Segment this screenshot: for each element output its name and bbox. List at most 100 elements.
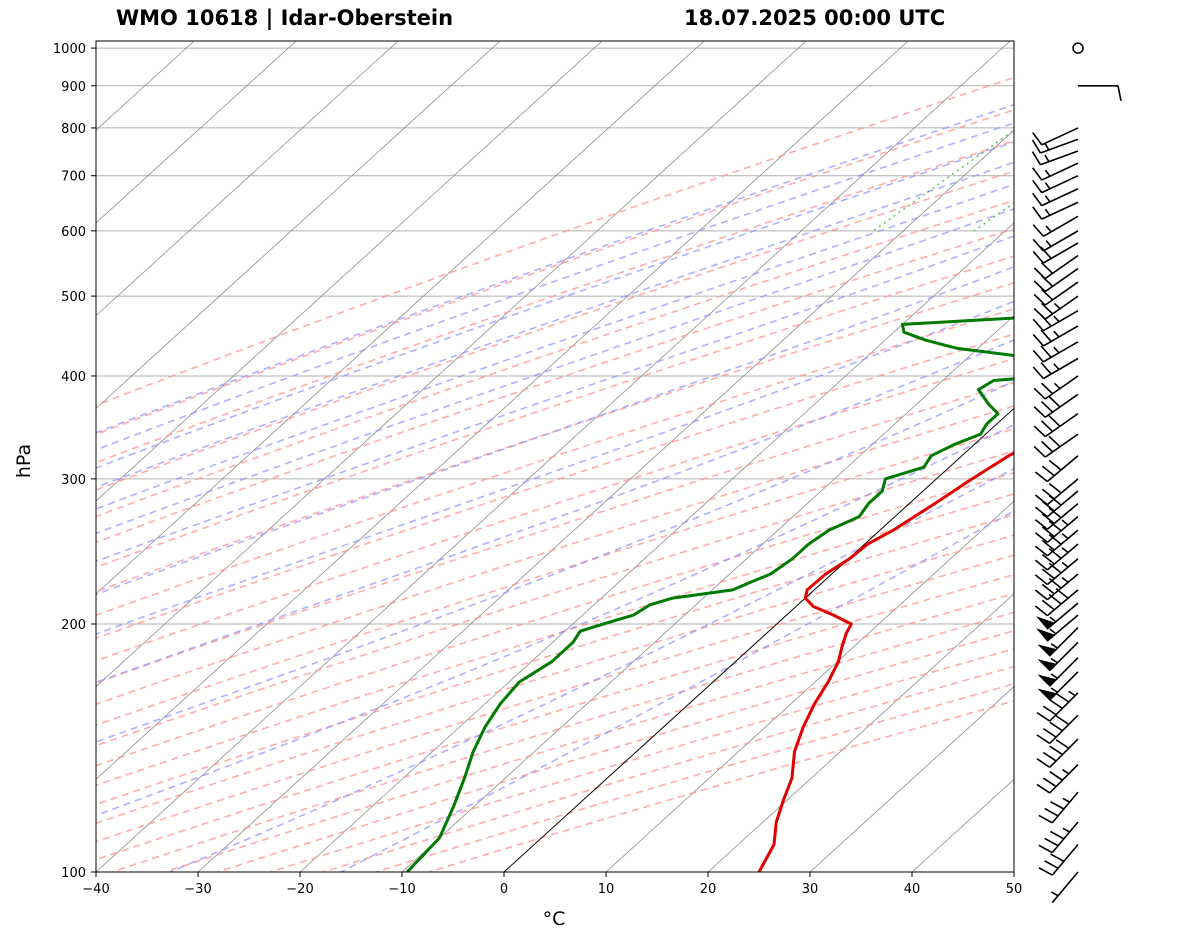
wind-barb [1032, 357, 1079, 380]
dry-adiabat [96, 427, 1014, 727]
wind-barb [1078, 84, 1122, 101]
wind-barb-flag [1034, 545, 1048, 557]
moist-adiabat [96, 339, 1014, 684]
wind-barb-halfflag [1045, 225, 1052, 233]
wind-barb-flag [1048, 494, 1062, 506]
wind-barb-halfflag [1044, 169, 1051, 177]
dry-adiabat [96, 513, 1014, 806]
dry-adiabat [217, 629, 1014, 872]
wind-barb-flag [1041, 500, 1055, 512]
wind-barb-halfflag [1053, 363, 1060, 371]
y-tick-label: 100 [61, 866, 86, 881]
moist-adiabat [96, 423, 1014, 817]
wind-barb-flag [1055, 588, 1069, 599]
wind-barb-flag [1032, 333, 1044, 347]
wind-barb [1038, 791, 1079, 824]
wind-barb-halfflag [1044, 154, 1050, 163]
wind-barb-flag [1040, 262, 1054, 274]
wind-barb-flag [1032, 167, 1043, 181]
wind-barb-shaft [1041, 187, 1079, 207]
wind-barb-halfflag [1053, 346, 1060, 354]
dry-adiabat [96, 199, 1014, 518]
wind-barb-halfflag [1044, 195, 1051, 203]
wind-barb-shaft [1049, 714, 1079, 745]
isotherm-line [96, 41, 705, 595]
wind-barb-pennant [1037, 659, 1058, 672]
moist-adiabat [96, 183, 1014, 510]
wind-barb [1038, 821, 1079, 854]
isotherm-line [96, 41, 297, 224]
wind-barb-shaft [1051, 821, 1079, 854]
wind-barb-flag [1032, 238, 1044, 252]
wind-barb [1033, 281, 1079, 306]
wind-barb-flag [1041, 553, 1055, 565]
wind-barb-flag [1048, 395, 1061, 408]
x-axis-label: °C [543, 908, 566, 930]
wind-barb-flag [1040, 345, 1052, 358]
wind-barb-flag [1034, 574, 1048, 586]
dry-adiabat [96, 255, 1014, 569]
dry-adiabat [96, 170, 1014, 491]
wind-barb-halfflag [1061, 768, 1070, 775]
wind-barb-flag [1055, 692, 1070, 703]
wind-barb-halfflag [1053, 330, 1060, 338]
mixing-ratio-lines [872, 129, 1014, 232]
wind-barb-halfflag [1050, 657, 1058, 664]
dry-adiabat [375, 682, 1014, 872]
isotherm-line [197, 129, 1014, 872]
wind-barb-flag [1040, 400, 1054, 413]
wind-barb [1033, 393, 1079, 418]
moist-adiabat [96, 161, 1014, 489]
wind-barb-shaft [1051, 871, 1079, 904]
wind-barb-halfflag [1049, 616, 1057, 623]
dry-adiabat [96, 471, 1014, 767]
wind-barb-halfflag [1045, 240, 1052, 247]
wind-barb [1034, 455, 1079, 483]
isotherm-line [96, 41, 909, 780]
wind-barb-flag [1048, 593, 1062, 605]
isotherm-line [809, 686, 1014, 872]
wind-barb-shaft [1044, 412, 1079, 438]
wind-barb [1034, 490, 1079, 518]
y-tick-label: 1000 [53, 42, 86, 57]
y-tick-label: 900 [61, 80, 86, 95]
wind-barb-flag [1032, 179, 1043, 194]
wind-barb-flag [1033, 425, 1046, 438]
wind-barb-flag [1033, 293, 1046, 306]
wind-barb-flag [1040, 420, 1054, 433]
dry-adiabat [96, 140, 1014, 464]
wind-barb-flag [1050, 853, 1065, 863]
dry-adiabat [96, 333, 1014, 640]
wind-barb-shaft [1041, 174, 1079, 194]
wind-barb [1032, 325, 1079, 347]
wind-barb [1036, 764, 1079, 794]
wind-barb-shaft [1040, 150, 1079, 166]
wind-barb-flag [1034, 519, 1048, 530]
chart-title-time: 18.07.2025 00:00 UTC [684, 6, 946, 30]
wind-barb-shaft [1042, 242, 1079, 264]
moist-adiabat [96, 141, 1014, 469]
x-tick-label: −40 [82, 882, 109, 897]
wind-barb-flag [1048, 459, 1062, 471]
wind-barb-halfflag [1050, 891, 1059, 897]
wind-barb [1031, 150, 1079, 166]
wind-barb-shaft [1042, 341, 1079, 363]
wind-barb-halfflag [1049, 628, 1057, 635]
wind-barb-shaft [1041, 162, 1079, 181]
plot-frame [95, 40, 1015, 873]
x-tick-label: −20 [286, 882, 313, 897]
moist-adiabat [96, 380, 1014, 743]
wind-barb-flag [1032, 366, 1044, 380]
wind-barb [1033, 267, 1079, 293]
wind-barb [1036, 690, 1079, 722]
wind-barb [1032, 310, 1079, 332]
wind-barb [1036, 602, 1079, 630]
dry-adiabat [96, 405, 1014, 706]
dry-adiabat [96, 381, 1014, 684]
isotherm-line [96, 41, 501, 409]
dry-adiabat [96, 534, 1014, 825]
wind-barb-flag [1041, 568, 1055, 580]
wind-barb-flag [1041, 465, 1055, 477]
wind-barb-halfflag [1061, 547, 1069, 554]
wind-barb-halfflag [1050, 673, 1058, 679]
